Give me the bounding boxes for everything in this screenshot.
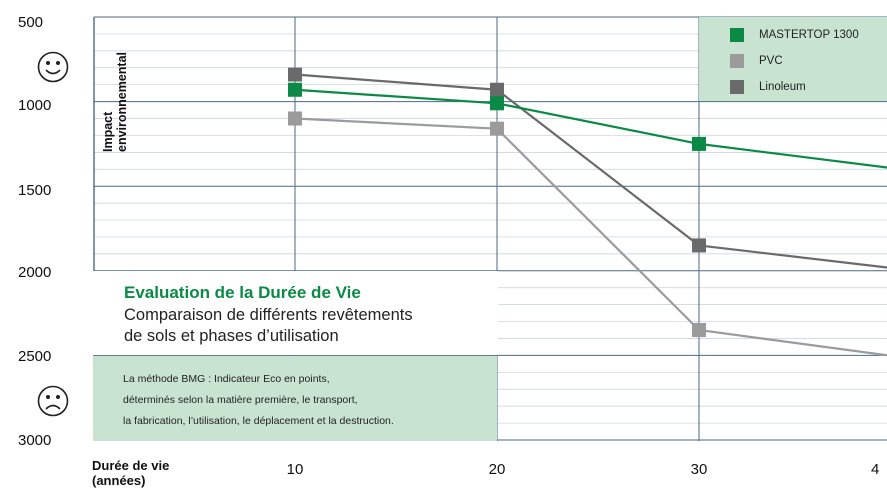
y-tick-label: 3000 — [18, 432, 52, 449]
x-tick-label: 30 — [690, 461, 708, 478]
legend-swatch — [730, 80, 744, 94]
data-point-marker — [490, 121, 504, 136]
data-point-marker — [490, 82, 504, 97]
legend-label: MASTERTOP 1300 — [759, 29, 859, 41]
series-line — [294, 88, 887, 169]
series-line — [294, 73, 887, 269]
y-tick-label: 500 — [18, 14, 44, 31]
y-tick-label: 2000 — [18, 264, 52, 281]
data-point-marker — [288, 111, 302, 126]
data-point-marker — [692, 323, 706, 338]
x-tick-label: 10 — [286, 461, 304, 478]
series-layer — [288, 67, 887, 357]
y-axis-label: Impact environnemental — [101, 52, 129, 152]
chart-subtitle-line: Comparaison de différents revêtements — [124, 306, 413, 324]
y-tick-label: 1000 — [18, 97, 52, 114]
x-axis-label-line: Durée de vie — [92, 458, 170, 473]
chart-subtitle-line: de sols et phases d’utilisation — [124, 327, 339, 345]
data-point-marker — [692, 238, 706, 253]
x-tick-label: 4 — [871, 461, 880, 478]
x-tick-label: 20 — [488, 461, 506, 478]
chart-title-box: Evaluation de la Durée de Vie Comparaiso… — [93, 271, 498, 355]
series-line — [294, 117, 887, 357]
y-axis-label-line: environnemental — [115, 51, 129, 152]
method-note-line: déterminés selon la matière première, le… — [123, 394, 358, 406]
chart-subtitle: Comparaison de différents revêtements de… — [124, 305, 413, 347]
happy-face-icon — [37, 51, 69, 83]
data-point-marker — [692, 136, 706, 151]
y-tick-label: 2500 — [18, 348, 52, 365]
method-note-box: La méthode BMG : Indicateur Eco en point… — [93, 356, 497, 441]
chart-legend: MASTERTOP 1300 PVC Linoleum — [699, 17, 887, 101]
legend-label: Linoleum — [759, 81, 806, 93]
data-point-marker — [288, 82, 302, 97]
legend-swatch — [730, 28, 744, 42]
data-point-marker — [490, 96, 504, 111]
sad-face-icon — [37, 385, 69, 417]
method-note-line: la fabrication, l’utilisation, le déplac… — [123, 415, 394, 427]
x-axis-label-line: (années) — [92, 473, 146, 488]
y-tick-label: 1500 — [18, 182, 52, 199]
data-point-marker — [288, 67, 302, 82]
x-axis-label: Durée de vie (années) — [92, 458, 169, 488]
legend-label: PVC — [759, 55, 783, 67]
y-axis-label-line: Impact — [101, 111, 115, 152]
chart-title: Evaluation de la Durée de Vie — [124, 283, 361, 302]
legend-swatch — [730, 54, 744, 68]
method-note-line: La méthode BMG : Indicateur Eco en point… — [123, 373, 330, 385]
